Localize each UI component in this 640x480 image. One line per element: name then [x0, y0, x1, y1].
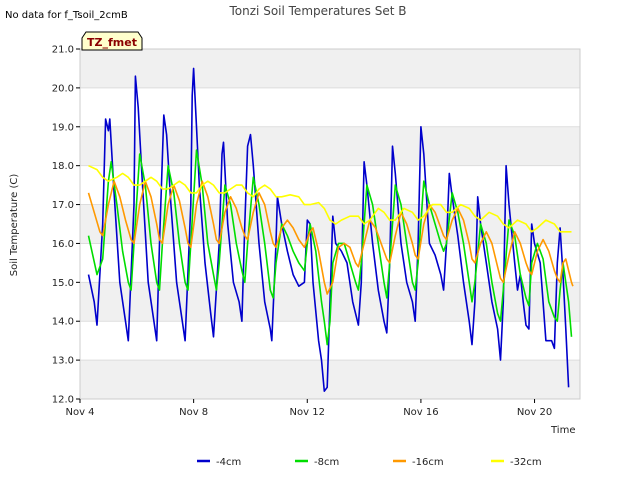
y-tick-label: 14.0 — [52, 317, 74, 328]
y-tick-label: 13.0 — [52, 356, 74, 367]
series-line-16cmcm — [87, 180, 574, 295]
grid-band — [80, 360, 580, 399]
x-axis: Nov 4 Nov 8 Nov 12 Nov 16 Nov 20 — [65, 399, 552, 418]
tag-box-shape — [81, 31, 143, 51]
y-tick-label: 21.0 — [52, 45, 74, 56]
chart-title: Tonzi Soil Temperatures Set B — [229, 4, 407, 18]
tag-box: TZ_fmet — [81, 31, 143, 51]
y-tick-label: 18.0 — [52, 161, 74, 172]
y-tick-label: 17.0 — [52, 200, 74, 211]
y-tick-label: 19.0 — [52, 122, 74, 133]
y-tick-label: 20.0 — [52, 83, 74, 94]
legend-label: -16cm — [412, 457, 444, 468]
y-axis: 12.0 13.0 14.0 15.0 16.0 17.0 18.0 19.0 20.0 21.0 — [52, 45, 80, 406]
y-tick-label: 15.0 — [52, 278, 74, 289]
tag-label: TZ_fmet — [87, 36, 137, 49]
y-axis-title: Soil Temperature (C) — [9, 174, 20, 277]
legend-label: -8cm — [314, 457, 339, 468]
series-line-32cmcm — [88, 164, 572, 233]
x-tick-label: Nov 8 — [179, 407, 208, 418]
legend-label: -32cm — [510, 457, 542, 468]
plot-frame — [79, 48, 581, 400]
no-data-note: No data for f_Tsoil_2cmB — [5, 10, 128, 21]
x-tick-label: Nov 16 — [403, 407, 438, 418]
x-tick-label: Nov 20 — [517, 407, 552, 418]
legend: -4cm -8cm -16cm -32cm — [197, 457, 542, 468]
grid-band — [80, 126, 580, 166]
series-line-8cmcm — [87, 149, 573, 346]
x-tick-label: Nov 4 — [65, 407, 94, 418]
legend-label: -4cm — [216, 457, 241, 468]
y-tick-label: 16.0 — [52, 239, 74, 250]
x-axis-title: Time — [550, 425, 575, 436]
x-tick-label: Nov 12 — [290, 407, 325, 418]
y-tick-label: 12.0 — [52, 395, 74, 406]
series-layer — [87, 67, 574, 392]
grid-band — [80, 49, 580, 88]
